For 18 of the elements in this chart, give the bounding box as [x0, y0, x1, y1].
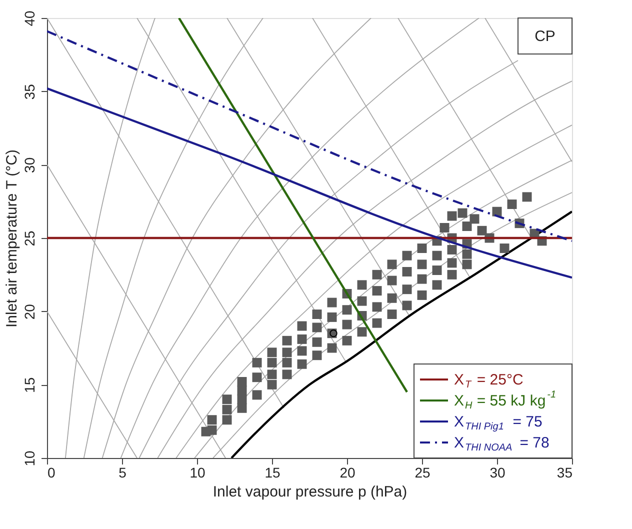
- y-tick-label: 10: [22, 450, 38, 466]
- y-tick-label: 20: [22, 304, 38, 320]
- x-tick-label: 10: [190, 464, 206, 480]
- x-tick-label: 15: [264, 464, 280, 480]
- y-tick-label: 40: [22, 10, 38, 26]
- y-tick-label: 35: [22, 84, 38, 100]
- y-tick-label: 15: [22, 377, 38, 393]
- x-tick-label: 20: [340, 464, 356, 480]
- x-tick-label: 30: [490, 464, 506, 480]
- x-tick-label: 5: [118, 464, 127, 480]
- y-axis-title: Inlet air temperature T (°C): [4, 149, 20, 328]
- x-axis-title: Inlet vapour pressure p (hPa): [212, 484, 408, 500]
- y-tick-label: 25: [22, 230, 38, 246]
- y-tick-label: 30: [22, 157, 38, 173]
- x-tick-label: 25: [414, 464, 430, 480]
- annotation: CP: [534, 28, 556, 45]
- x-tick-label: 0: [48, 464, 56, 480]
- x-tick-label: 35: [556, 464, 573, 480]
